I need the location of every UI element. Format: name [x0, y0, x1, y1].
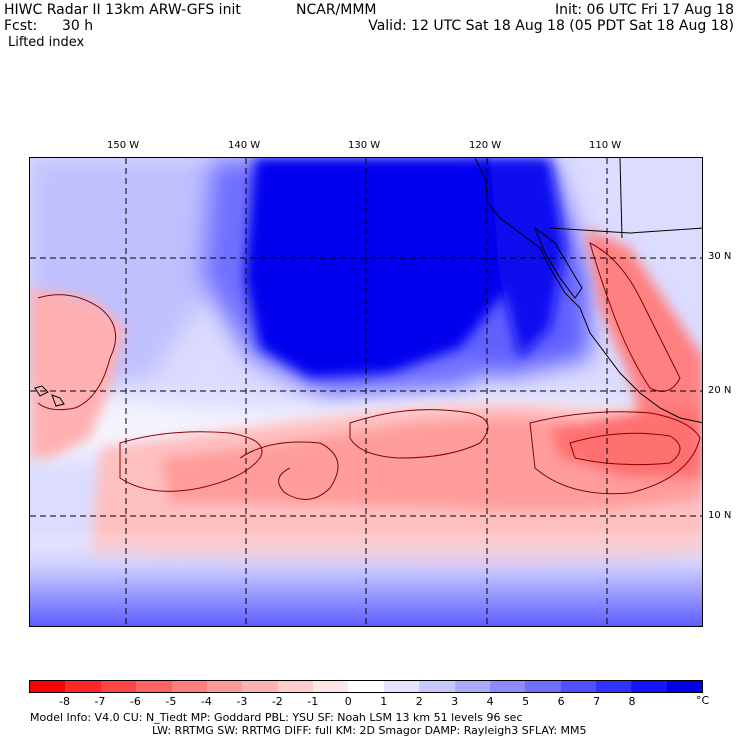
color-scale-cell: [136, 681, 172, 692]
contour-inner-gulf: [569, 432, 681, 466]
field-name: Lifted index: [8, 35, 85, 50]
color-scale-tick-label: 8: [628, 695, 636, 708]
color-scale-cell: [525, 681, 561, 692]
color-scale-tick-label: 6: [557, 695, 565, 708]
color-scale-tick-label: -2: [271, 695, 283, 708]
color-scale-cell: [348, 681, 384, 692]
core-blue: [245, 158, 565, 378]
color-scale-cell: [666, 681, 703, 692]
contour-itcz-west: [119, 431, 263, 492]
color-scale-cell: [277, 681, 313, 692]
color-scale-cell: [489, 681, 526, 692]
model-title: HIWC Radar II 13km ARW-GFS init: [4, 2, 241, 18]
lon-label-130w: 130 W: [348, 140, 381, 151]
color-scale-tick-label: 1: [380, 695, 388, 708]
color-scale-cell: [560, 681, 596, 692]
lon-label-110w: 110 W: [589, 140, 622, 151]
color-scale-tick-label: -7: [94, 695, 106, 708]
color-scale-tick-label: 3: [451, 695, 459, 708]
deep-blue-coastal: [490, 158, 565, 358]
lon-label-140w: 140 W: [228, 140, 261, 151]
color-scale-tick-label: -8: [58, 695, 70, 708]
forecast-label: Fcst:: [4, 18, 38, 34]
color-scale-tick-label: 0: [344, 695, 352, 708]
hawaii-islands: [34, 385, 65, 407]
color-scale-cell: [242, 681, 278, 692]
valid-time: Valid: 12 UTC Sat 18 Aug 18 (05 PDT Sat …: [368, 18, 734, 34]
state-border: [619, 158, 623, 239]
lat-label-20n: 20 N: [708, 385, 732, 396]
color-scale-tick-label: 4: [486, 695, 494, 708]
lat-lon-grid: [30, 158, 702, 626]
contour-swirl: [239, 441, 339, 500]
contour-mexico: [589, 242, 681, 392]
center-label: NCAR/MMM: [296, 2, 377, 18]
color-scale-cell: [65, 681, 101, 692]
mexico-coast-red: [585, 228, 702, 458]
color-scale-tick-label: 5: [522, 695, 530, 708]
color-scale-tick-label: -6: [129, 695, 141, 708]
color-scale-cell: [454, 681, 490, 692]
color-scale-cell: [206, 681, 243, 692]
color-scale-cell: [383, 681, 420, 692]
forecast-hour: 30 h: [62, 18, 94, 34]
contour-hawaii: [37, 294, 117, 411]
coastlines: [34, 158, 702, 424]
deep-blue-core: [245, 158, 530, 378]
color-scale-tick-label: -3: [236, 695, 248, 708]
contour-itcz-east: [529, 411, 701, 495]
color-scale-tick-label: -1: [307, 695, 319, 708]
contour-itcz-central: [349, 409, 489, 459]
lat-label-10n: 10 N: [708, 510, 732, 521]
model-info-line2: LW: RRTMG SW: RRTMG DIFF: full KM: 2D Sm…: [152, 724, 587, 737]
unit-label: °C: [696, 694, 710, 707]
color-scale-tick-label: 2: [415, 695, 423, 708]
color-scale-cell: [596, 681, 632, 692]
lat-label-30n: 30 N: [708, 251, 732, 262]
map-canvas: [30, 158, 702, 626]
color-scale-tick-label: -5: [165, 695, 177, 708]
coastline-baja-california: [533, 226, 583, 299]
coastline-north-america: [474, 158, 702, 424]
color-scale-tick-label: 7: [593, 695, 601, 708]
lifted-index-map: [29, 157, 703, 627]
contour-lines: [37, 242, 701, 500]
hawaii-red-patch: [30, 288, 125, 458]
color-scale-cell: [313, 681, 349, 692]
lon-label-150w: 150 W: [107, 140, 140, 151]
color-scale-tick-label: -4: [200, 695, 212, 708]
color-scale-cell: [419, 681, 455, 692]
color-scale-cell: [631, 681, 667, 692]
init-time: Init: 06 UTC Fri 17 Aug 18: [554, 2, 734, 18]
color-scale-cell: [171, 681, 207, 692]
color-scale-bar: [29, 680, 703, 693]
us-mexico-border: [549, 227, 702, 234]
color-scale-cell: [30, 681, 66, 692]
lon-label-120w: 120 W: [469, 140, 502, 151]
color-scale-cell: [100, 681, 137, 692]
model-info-line1: Model Info: V4.0 CU: N_Tiedt MP: Goddard…: [30, 711, 523, 724]
